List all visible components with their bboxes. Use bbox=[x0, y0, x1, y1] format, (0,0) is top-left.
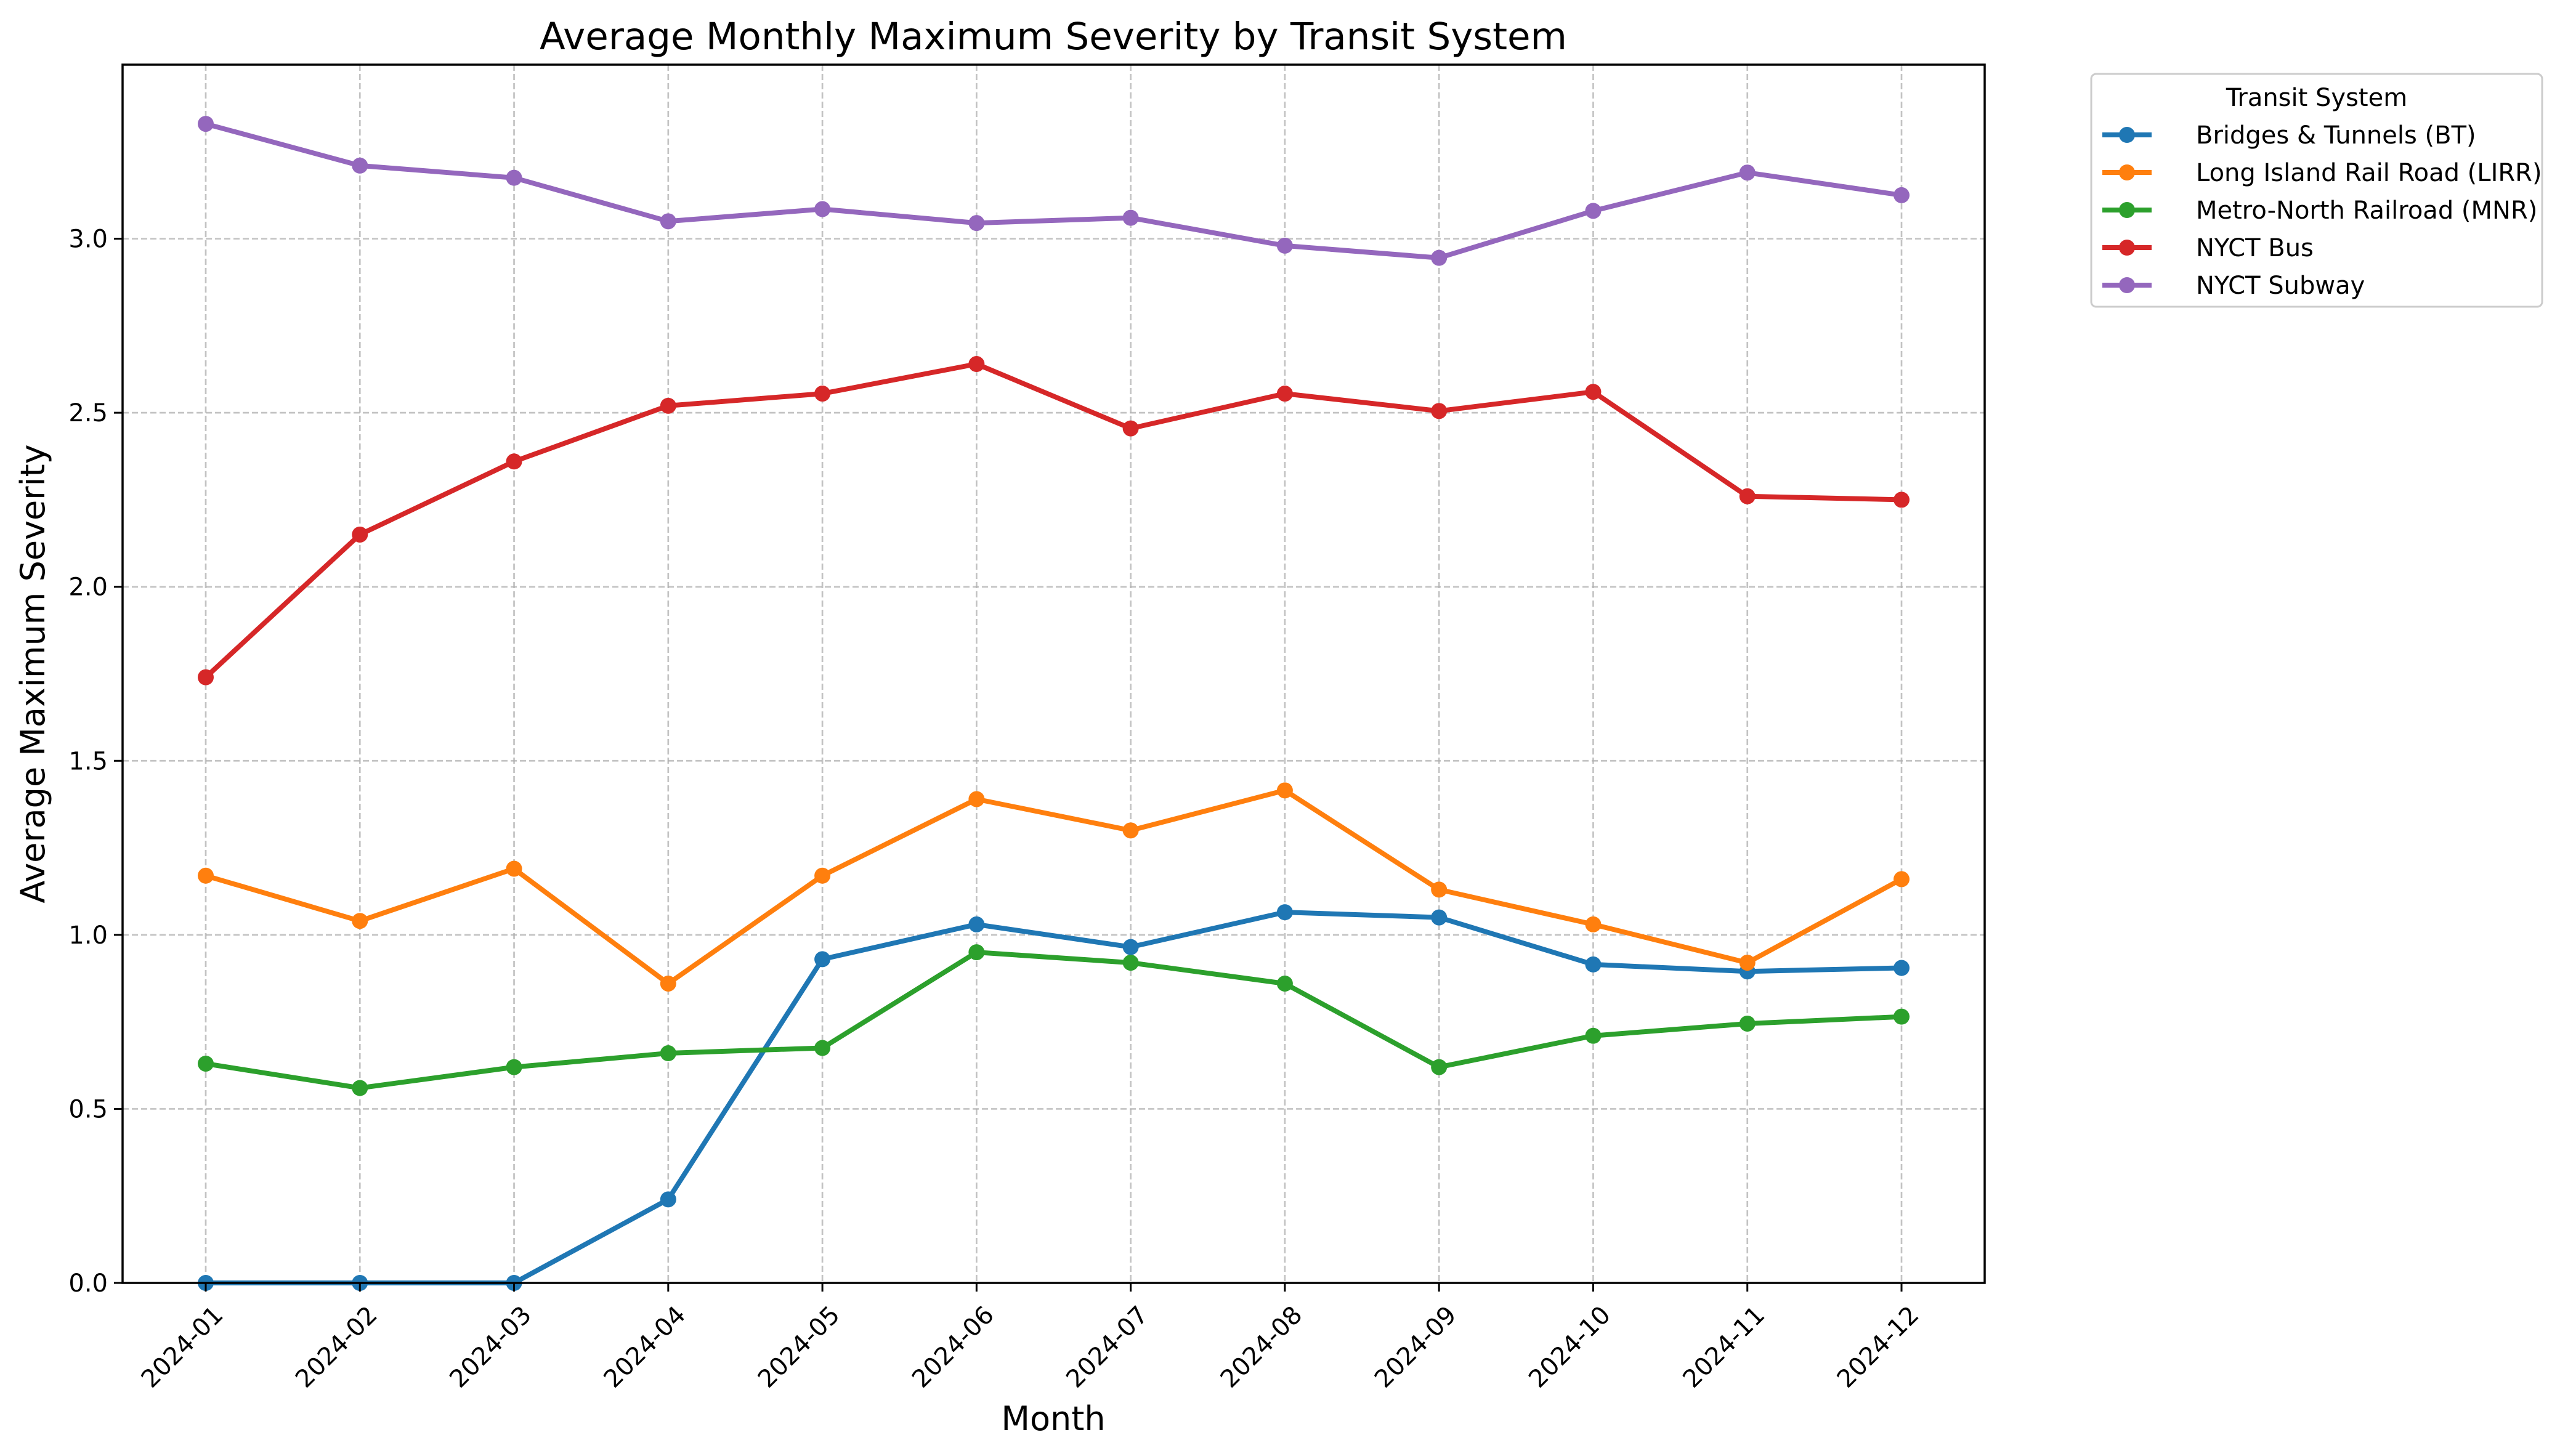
data-point bbox=[968, 356, 985, 373]
y-tick-label: 1.5 bbox=[68, 747, 108, 775]
data-point bbox=[198, 867, 214, 884]
data-point bbox=[506, 453, 522, 470]
y-axis-ticks: 0.0 0.5 1.0 1.5 2.0 2.5 3.0 bbox=[68, 225, 123, 1298]
data-point bbox=[1585, 384, 1602, 400]
y-tick-label: 2.0 bbox=[68, 573, 108, 602]
legend-entry: Bridges & Tunnels (BT) bbox=[2102, 121, 2476, 150]
legend-label: NYCT Subway bbox=[2196, 272, 2365, 300]
y-tick-label: 0.0 bbox=[68, 1269, 108, 1298]
data-point bbox=[1894, 960, 1910, 976]
data-point bbox=[814, 867, 831, 884]
data-point bbox=[352, 913, 368, 929]
data-point bbox=[198, 669, 214, 686]
series-line bbox=[203, 950, 1904, 1091]
data-point bbox=[814, 201, 831, 217]
data-point bbox=[1122, 420, 1139, 437]
series-3 bbox=[198, 356, 1910, 686]
chart-title: Average Monthly Maximum Severity by Tran… bbox=[540, 15, 1567, 59]
data-point bbox=[660, 1045, 676, 1062]
data-point bbox=[1431, 1059, 1448, 1075]
legend-entry: NYCT Subway bbox=[2102, 272, 2365, 300]
y-tick-label: 3.0 bbox=[68, 225, 108, 254]
y-tick-label: 0.5 bbox=[68, 1095, 108, 1123]
data-point bbox=[1894, 491, 1910, 508]
data-point bbox=[198, 1055, 214, 1072]
series-4 bbox=[198, 116, 1910, 266]
legend-swatch-marker bbox=[2119, 240, 2135, 256]
legend-label: Metro-North Railroad (MNR) bbox=[2196, 196, 2537, 225]
data-point bbox=[1276, 782, 1293, 799]
series-2 bbox=[198, 944, 1910, 1096]
legend-label: Bridges & Tunnels (BT) bbox=[2196, 121, 2476, 150]
data-point bbox=[1122, 822, 1139, 839]
data-point bbox=[1122, 939, 1139, 955]
series-line bbox=[203, 788, 1904, 986]
y-axis-label: Average Maximum Severity bbox=[14, 444, 52, 903]
plot-area-frame bbox=[121, 63, 1986, 1284]
legend-entry: Metro-North Railroad (MNR) bbox=[2102, 196, 2537, 225]
data-point bbox=[1122, 209, 1139, 226]
series-1 bbox=[198, 782, 1910, 992]
data-point bbox=[814, 1040, 831, 1056]
data-point bbox=[1894, 871, 1910, 888]
data-point bbox=[1276, 237, 1293, 254]
data-point bbox=[1431, 403, 1448, 419]
legend-items: Bridges & Tunnels (BT) Long Island Rail R… bbox=[2102, 121, 2542, 300]
legend-label: NYCT Bus bbox=[2196, 234, 2314, 262]
legend-swatch-marker bbox=[2119, 277, 2135, 293]
legend-entry: NYCT Bus bbox=[2102, 234, 2314, 262]
data-point bbox=[198, 116, 214, 132]
data-point bbox=[968, 791, 985, 807]
legend-swatch-marker bbox=[2119, 127, 2135, 143]
data-point bbox=[1894, 1008, 1910, 1025]
data-point bbox=[1739, 1015, 1756, 1032]
data-point bbox=[1431, 909, 1448, 926]
data-point bbox=[1431, 249, 1448, 266]
series-line bbox=[203, 362, 1904, 680]
legend: Transit System Bridges & Tunnels (BT) Lon… bbox=[2090, 73, 2543, 308]
data-point bbox=[506, 1059, 522, 1075]
data-point bbox=[968, 916, 985, 932]
data-point bbox=[968, 944, 985, 961]
data-point bbox=[660, 397, 676, 414]
legend-entry: Long Island Rail Road (LIRR) bbox=[2102, 159, 2542, 187]
data-point bbox=[1585, 916, 1602, 932]
data-point bbox=[814, 951, 831, 968]
data-point bbox=[1739, 488, 1756, 504]
legend-swatch-marker bbox=[2119, 164, 2135, 180]
data-point bbox=[1739, 164, 1756, 181]
y-tick-label: 2.5 bbox=[68, 399, 108, 427]
data-point bbox=[660, 1191, 676, 1208]
data-point bbox=[1276, 386, 1293, 402]
legend-label: Long Island Rail Road (LIRR) bbox=[2196, 159, 2542, 187]
data-point bbox=[814, 386, 831, 402]
data-point bbox=[506, 169, 522, 186]
data-point bbox=[660, 975, 676, 992]
series-line bbox=[203, 121, 1904, 261]
x-axis-label: Month bbox=[1001, 1399, 1105, 1438]
data-point bbox=[1122, 955, 1139, 971]
data-point bbox=[1739, 955, 1756, 971]
data-point bbox=[352, 157, 368, 174]
data-point bbox=[506, 860, 522, 877]
y-tick-label: 1.0 bbox=[68, 921, 108, 950]
data-point bbox=[1585, 203, 1602, 219]
data-point bbox=[660, 213, 676, 230]
data-point bbox=[1585, 1027, 1602, 1044]
legend-swatch-marker bbox=[2119, 202, 2135, 218]
data-point bbox=[1276, 904, 1293, 921]
legend-frame bbox=[2090, 73, 2543, 308]
data-point bbox=[352, 526, 368, 543]
data-point bbox=[968, 215, 985, 232]
data-point bbox=[1276, 975, 1293, 992]
legend-title: Transit System bbox=[2226, 84, 2407, 112]
data-point bbox=[352, 1080, 368, 1096]
data-point bbox=[1894, 187, 1910, 203]
data-point bbox=[1585, 956, 1602, 973]
data-point bbox=[1431, 881, 1448, 898]
